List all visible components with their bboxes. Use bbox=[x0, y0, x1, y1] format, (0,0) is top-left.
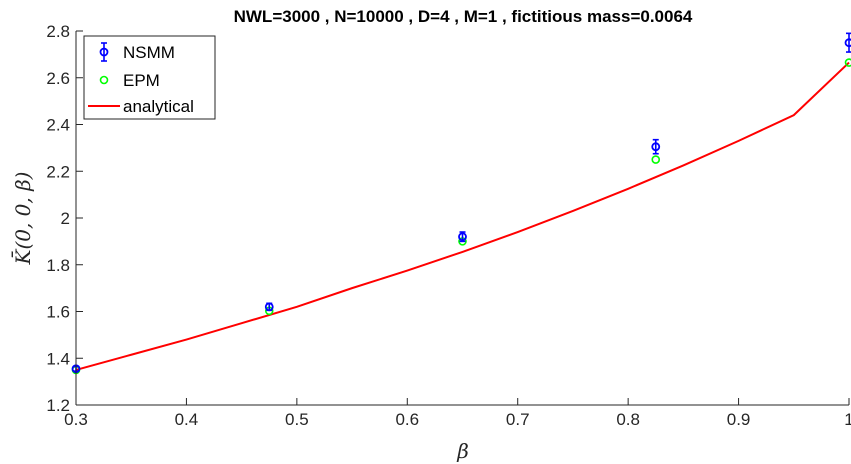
x-axis-label: β bbox=[456, 439, 469, 463]
nsmm-point bbox=[651, 142, 661, 152]
y-axis-ticks: 1.2 1.4 1.6 1.8 2 2.2 2.4 2.6 2.8 bbox=[46, 22, 83, 415]
nsmm-errorbar bbox=[844, 32, 851, 53]
legend: NSMM EPM analytical bbox=[83, 35, 216, 120]
x-axis-ticks: 0.3 0.4 0.5 0.6 0.7 0.8 0.9 1 bbox=[64, 398, 851, 429]
y-tick-label: 2.4 bbox=[46, 116, 70, 135]
legend-nsmm-marker bbox=[99, 47, 109, 57]
nsmm-errorbar bbox=[264, 302, 274, 312]
x-tick-label: 1 bbox=[844, 410, 851, 429]
nsmm-errorbar bbox=[458, 231, 467, 243]
epm-point bbox=[844, 58, 851, 67]
y-axis-label: K̄(0, 0, β) bbox=[10, 172, 35, 266]
y-tick-label: 1.6 bbox=[46, 303, 70, 322]
y-tick-label: 2.8 bbox=[46, 22, 70, 41]
legend-analytical-label: analytical bbox=[123, 97, 194, 116]
nsmm-point bbox=[458, 232, 467, 242]
y-tick-label: 2.2 bbox=[46, 162, 70, 181]
nsmm-point bbox=[844, 38, 851, 48]
legend-epm-label: EPM bbox=[123, 71, 160, 90]
x-tick-label: 0.7 bbox=[506, 410, 530, 429]
y-tick-label: 1.8 bbox=[46, 256, 70, 275]
x-tick-label: 0.8 bbox=[616, 410, 640, 429]
x-tick-label: 0.4 bbox=[175, 410, 199, 429]
x-tick-label: 0.3 bbox=[64, 410, 88, 429]
x-tick-label: 0.6 bbox=[395, 410, 419, 429]
analytical-line bbox=[75, 61, 850, 371]
nsmm-point bbox=[264, 302, 274, 312]
y-tick-label: 1.2 bbox=[46, 396, 70, 415]
x-tick-label: 0.9 bbox=[727, 410, 751, 429]
y-tick-label: 1.4 bbox=[46, 349, 70, 368]
nsmm-errorbar bbox=[651, 138, 661, 155]
legend-nsmm-label: NSMM bbox=[123, 43, 175, 62]
legend-epm-marker bbox=[99, 75, 109, 85]
chart-title: NWL=3000 , N=10000 , D=4 , M=1 , fictiti… bbox=[234, 7, 693, 26]
y-tick-label: 2 bbox=[61, 209, 70, 228]
epm-point bbox=[651, 155, 661, 164]
y-tick-label: 2.6 bbox=[46, 69, 70, 88]
x-tick-label: 0.5 bbox=[285, 410, 309, 429]
